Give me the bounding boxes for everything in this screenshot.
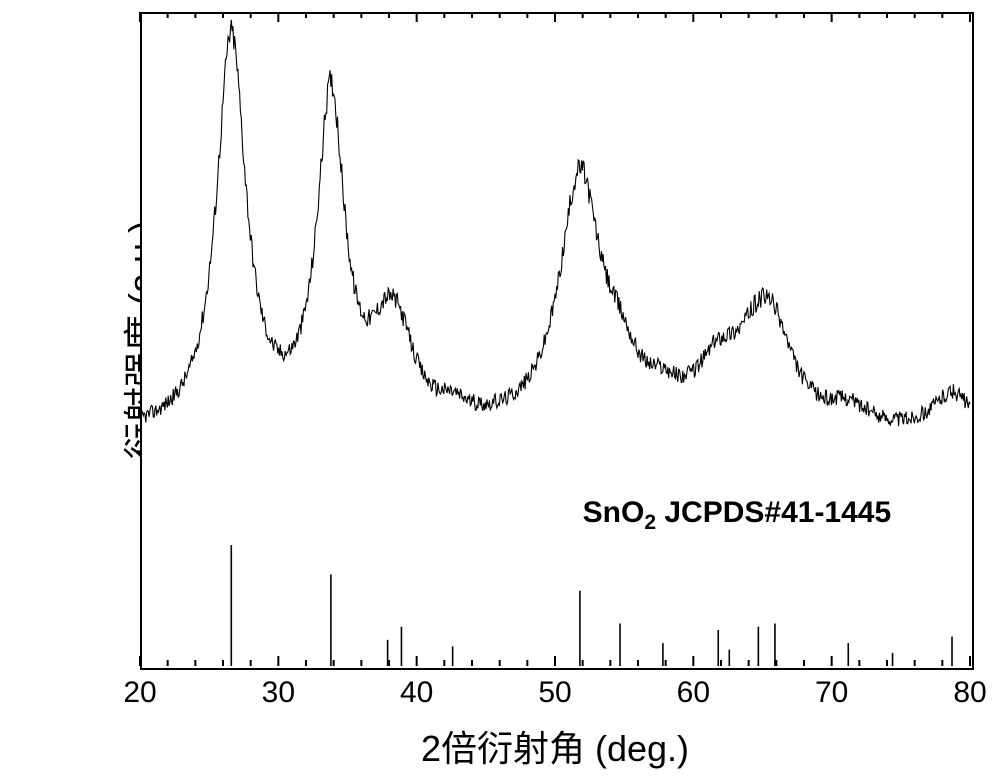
- x-tick-label: 50: [538, 676, 571, 710]
- chart-container: 衍射强度 (a.u.) 2倍衍射角 (deg.) 20304050607080 …: [0, 0, 1000, 776]
- x-tick-label: 20: [123, 676, 156, 710]
- x-tick-label: 60: [677, 676, 710, 710]
- x-tick-label: 30: [262, 676, 295, 710]
- plot-svg: [140, 12, 970, 666]
- xrd-trace: [140, 20, 970, 426]
- x-tick-label: 40: [400, 676, 433, 710]
- x-tick-label: 70: [815, 676, 848, 710]
- reference-annotation: SnO2 JCPDS#41-1445: [583, 496, 892, 535]
- x-axis-label: 2倍衍射角 (deg.): [140, 720, 970, 772]
- x-tick-label: 80: [953, 676, 986, 710]
